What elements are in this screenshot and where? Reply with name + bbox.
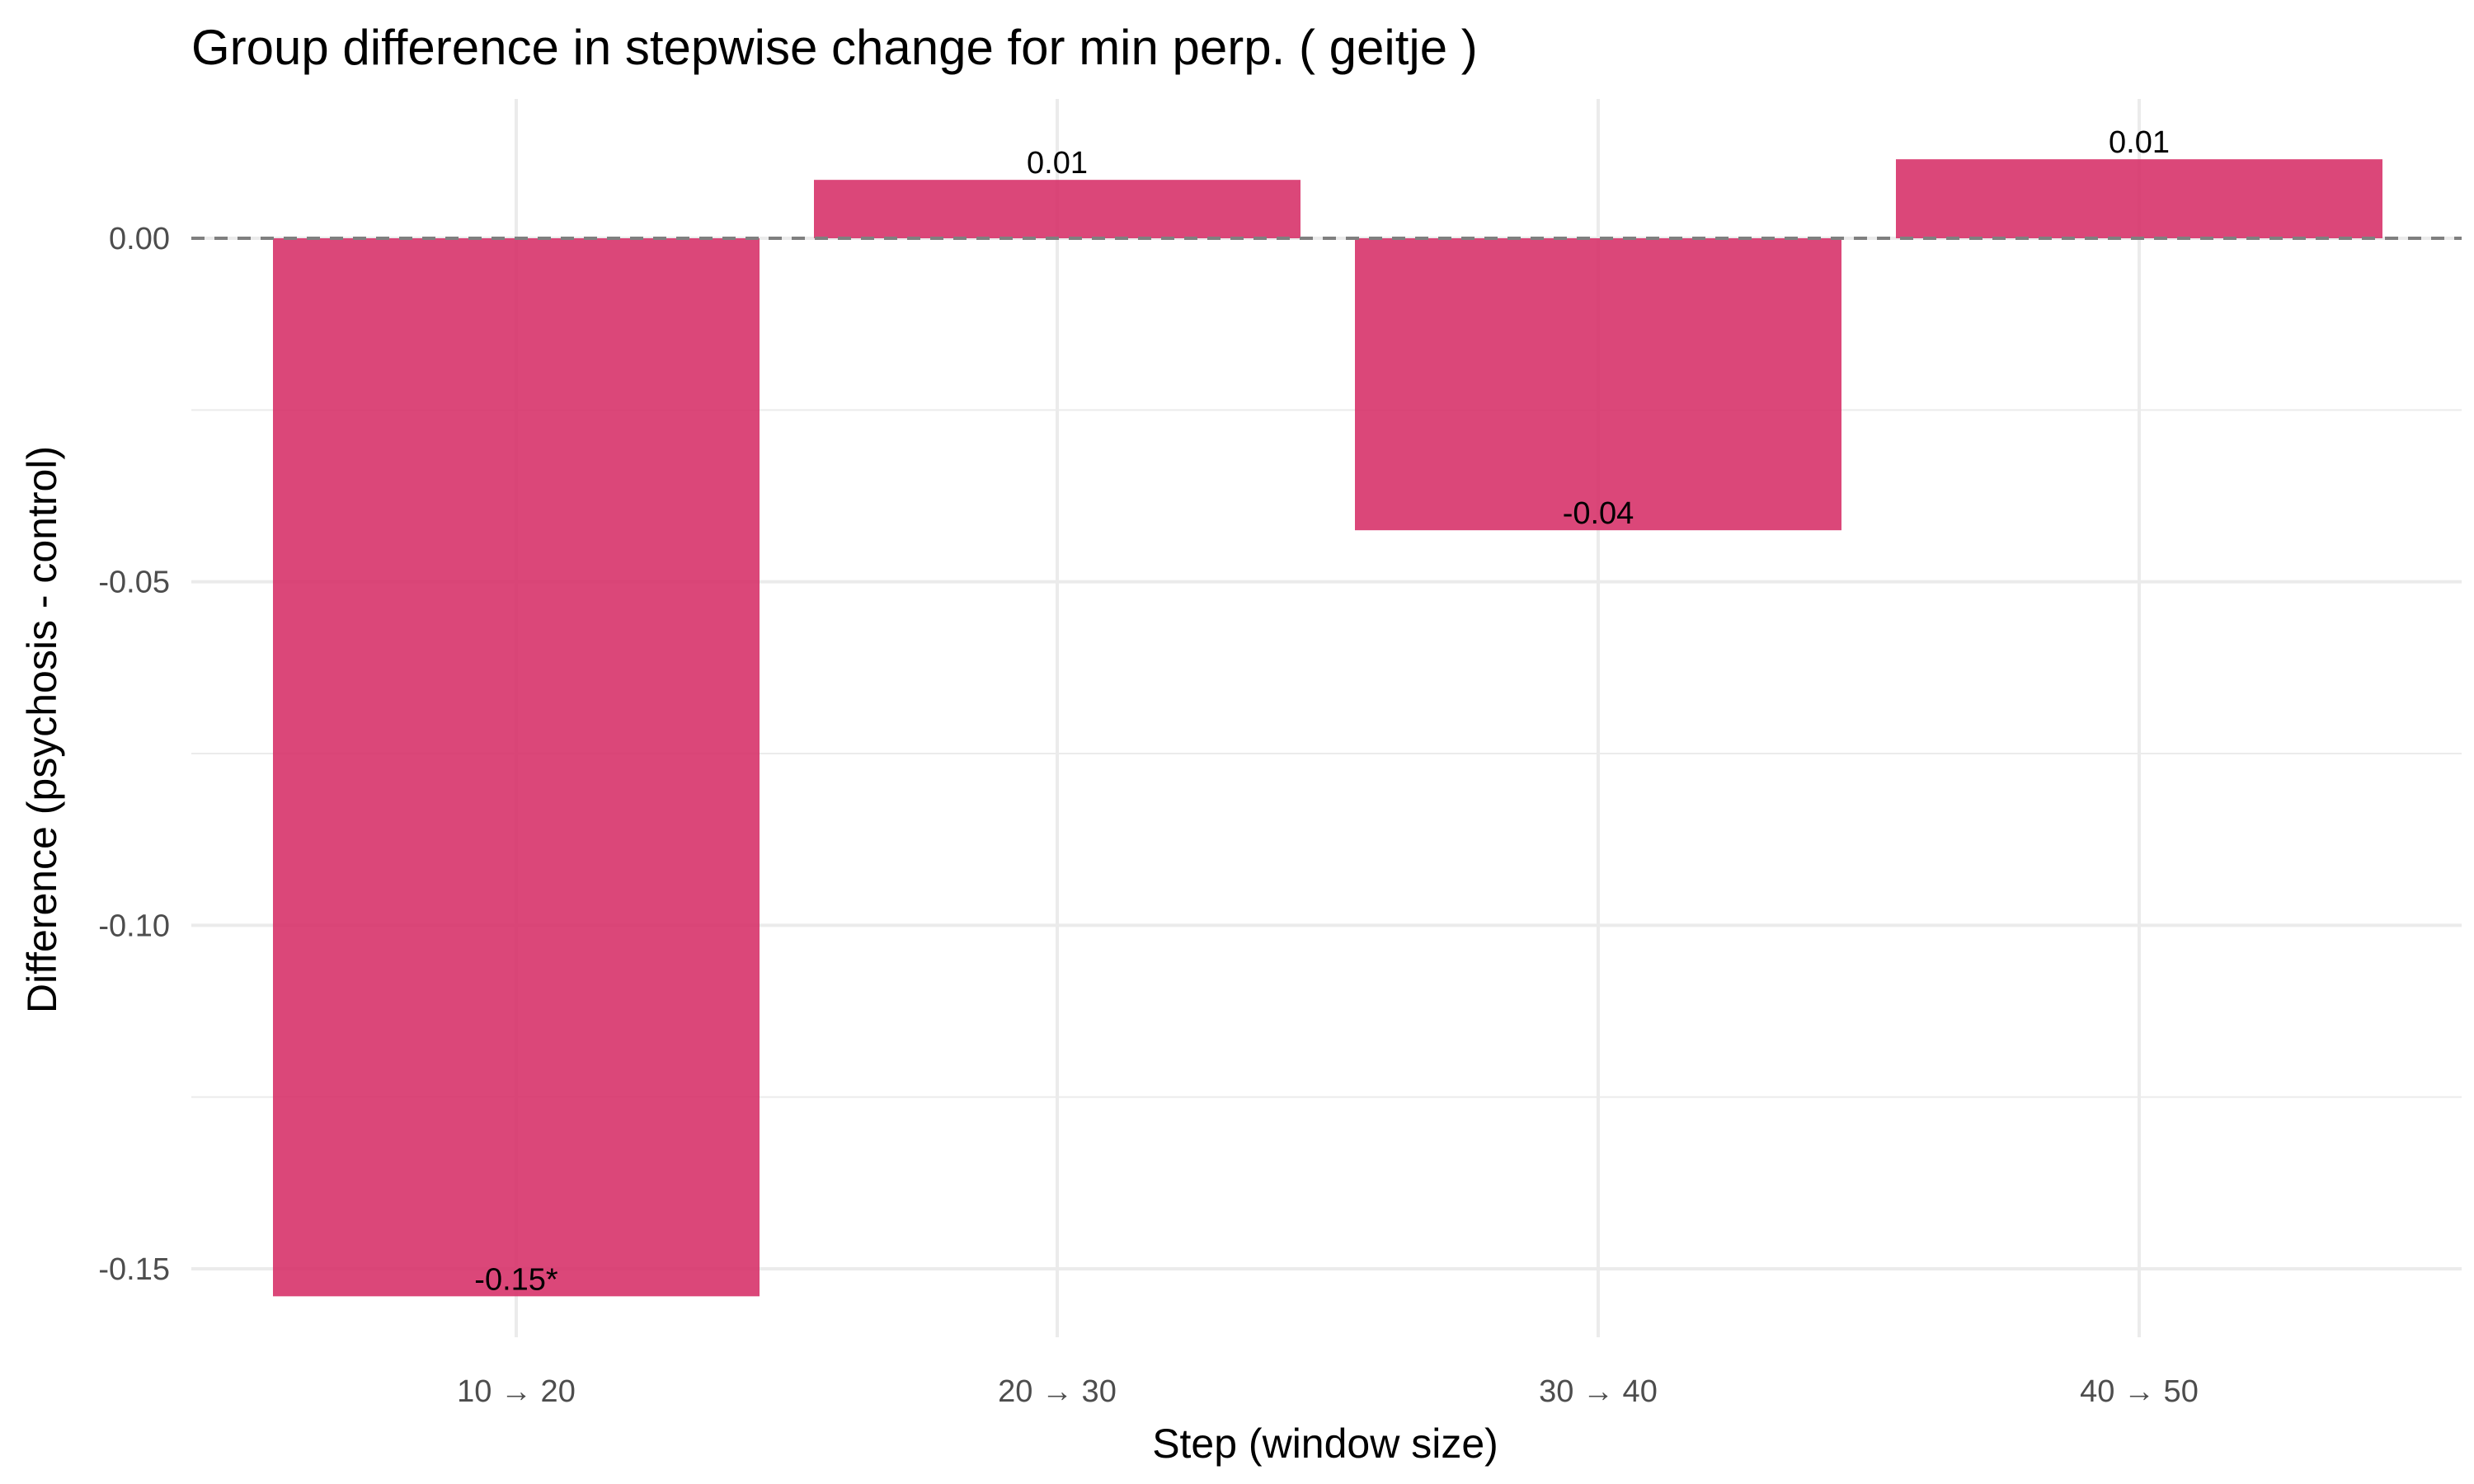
- axis-layer: 0.00 -0.05 -0.10 -0.15 10 → 20 20 → 30 30 → 40…: [98, 222, 2198, 1409]
- chart-title: Group difference in stepwise change for …: [191, 20, 1478, 75]
- bar-value-label-1: 0.01: [1027, 146, 1088, 181]
- y-tick-label-3: -0.15: [98, 1252, 170, 1287]
- bar-layer: [273, 159, 2382, 1297]
- bar-value-label-3: 0.01: [2109, 125, 2170, 160]
- bar-3: [1896, 159, 2382, 238]
- y-tick-label-2: -0.10: [98, 909, 170, 943]
- bar-value-label-2: -0.04: [1563, 496, 1634, 531]
- x-tick-label-2: 30 → 40: [1539, 1374, 1658, 1409]
- bar-2: [1355, 238, 1841, 531]
- y-tick-label-1: -0.05: [98, 566, 170, 600]
- x-tick-label-1: 20 → 30: [998, 1374, 1117, 1409]
- data-label-layer: -0.15* 0.01 -0.04 0.01: [474, 125, 2170, 1297]
- bar-0: [273, 238, 760, 1297]
- bar-1: [814, 180, 1300, 238]
- x-tick-label-3: 40 → 50: [2080, 1374, 2199, 1409]
- bar-value-label-0: -0.15*: [474, 1262, 558, 1297]
- x-tick-label-0: 10 → 20: [457, 1374, 576, 1409]
- y-axis-title: Difference (psychosis - control): [19, 446, 65, 1013]
- y-tick-label-0: 0.00: [109, 222, 170, 256]
- x-axis-title: Step (window size): [1152, 1421, 1498, 1467]
